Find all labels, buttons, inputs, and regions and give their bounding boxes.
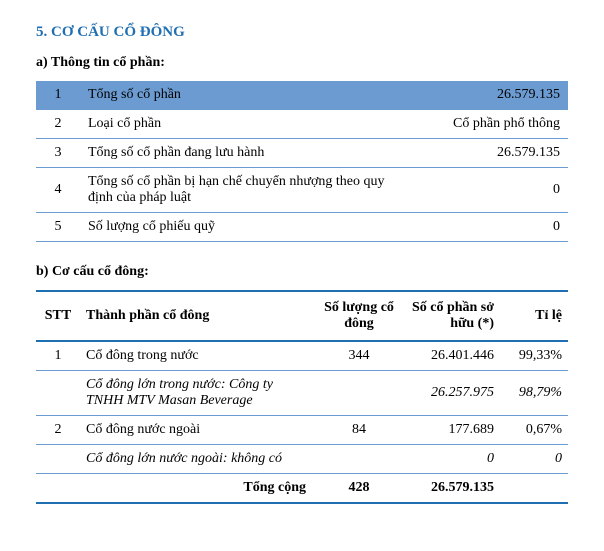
table-row: 1 Cổ đông trong nước 344 26.401.446 99,3… (36, 341, 568, 371)
col-comp: Thành phần cổ đông (80, 291, 318, 341)
table-row: 5 Số lượng cổ phiếu quỹ 0 (36, 213, 568, 242)
cell-num: 344 (318, 341, 400, 371)
cell-comp: Cổ đông trong nước (80, 341, 318, 371)
section-title: 5. CƠ CẤU CỔ ĐÔNG (36, 24, 568, 41)
row-label: Tổng số cổ phần (80, 81, 408, 110)
row-value: 0 (408, 213, 568, 242)
cell-ratio: 0,67% (500, 416, 568, 445)
row-index: 4 (36, 168, 80, 213)
cell-comp: Cổ đông lớn trong nước: Công ty TNHH MTV… (80, 371, 318, 416)
table-row: Cổ đông lớn nước ngoài: không có 0 0 (36, 445, 568, 474)
row-label: Loại cổ phần (80, 110, 408, 139)
cell-ratio: 0 (500, 445, 568, 474)
row-index: 3 (36, 139, 80, 168)
row-label: Tổng số cổ phần bị hạn chế chuyển nhượng… (80, 168, 408, 213)
table-row: 2 Loại cổ phần Cổ phần phổ thông (36, 110, 568, 139)
share-info-table: 1 Tổng số cổ phần 26.579.135 2 Loại cổ p… (36, 81, 568, 242)
table-row: Cổ đông lớn trong nước: Công ty TNHH MTV… (36, 371, 568, 416)
cell-stt: 2 (36, 416, 80, 445)
col-shares: Số cổ phần sở hữu (*) (400, 291, 500, 341)
row-value: Cổ phần phổ thông (408, 110, 568, 139)
cell-comp: Cổ đông lớn nước ngoài: không có (80, 445, 318, 474)
cell-ratio: 99,33% (500, 341, 568, 371)
total-ratio (500, 474, 568, 504)
sub-a-heading: a) Thông tin cổ phần: (36, 55, 568, 71)
cell-stt (36, 445, 80, 474)
cell-comp: Cổ đông nước ngoài (80, 416, 318, 445)
row-value: 0 (408, 168, 568, 213)
total-shares: 26.579.135 (400, 474, 500, 504)
row-index: 2 (36, 110, 80, 139)
shareholder-structure-table: STT Thành phần cổ đông Số lượng cổ đông … (36, 290, 568, 504)
total-num: 428 (318, 474, 400, 504)
row-label: Số lượng cổ phiếu quỹ (80, 213, 408, 242)
cell-ratio: 98,79% (500, 371, 568, 416)
row-index: 5 (36, 213, 80, 242)
table-header-row: STT Thành phần cổ đông Số lượng cổ đông … (36, 291, 568, 341)
cell-num (318, 445, 400, 474)
cell-shares: 177.689 (400, 416, 500, 445)
col-num: Số lượng cổ đông (318, 291, 400, 341)
table-row: 1 Tổng số cổ phần 26.579.135 (36, 81, 568, 110)
cell-num: 84 (318, 416, 400, 445)
total-label: Tổng cộng (80, 474, 318, 504)
col-ratio: Tỉ lệ (500, 291, 568, 341)
row-value: 26.579.135 (408, 139, 568, 168)
table-row: 2 Cổ đông nước ngoài 84 177.689 0,67% (36, 416, 568, 445)
table-row: 4 Tổng số cổ phần bị hạn chế chuyển nhượ… (36, 168, 568, 213)
cell-stt: 1 (36, 341, 80, 371)
row-index: 1 (36, 81, 80, 110)
table-row: 3 Tổng số cổ phần đang lưu hành 26.579.1… (36, 139, 568, 168)
cell-num (318, 371, 400, 416)
row-value: 26.579.135 (408, 81, 568, 110)
table-total-row: Tổng cộng 428 26.579.135 (36, 474, 568, 504)
cell-stt (36, 474, 80, 504)
cell-shares: 26.257.975 (400, 371, 500, 416)
cell-shares: 26.401.446 (400, 341, 500, 371)
cell-shares: 0 (400, 445, 500, 474)
col-stt: STT (36, 291, 80, 341)
sub-b-heading: b) Cơ cấu cổ đông: (36, 264, 568, 280)
cell-stt (36, 371, 80, 416)
row-label: Tổng số cổ phần đang lưu hành (80, 139, 408, 168)
